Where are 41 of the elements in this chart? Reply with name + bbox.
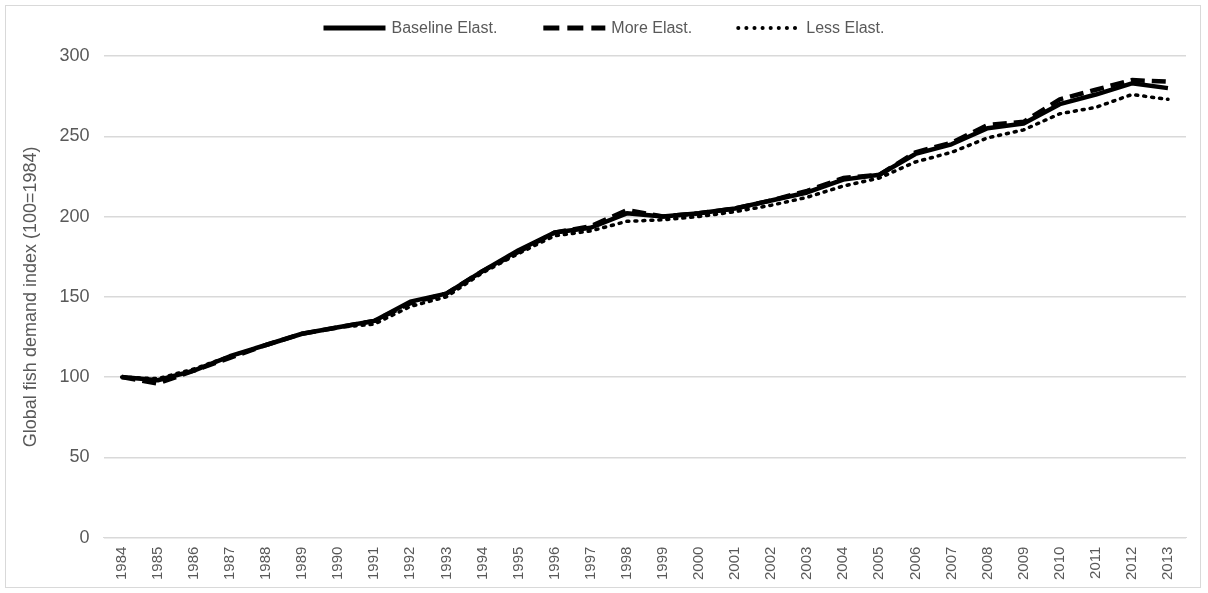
y-tick-label: 100 bbox=[59, 366, 90, 387]
x-tick-label: 2011 bbox=[1085, 546, 1103, 579]
x-tick-label: 2001 bbox=[725, 546, 743, 581]
y-tick-label: 50 bbox=[69, 446, 90, 467]
x-tick-label: 2002 bbox=[761, 546, 779, 581]
x-tick-label: 2012 bbox=[1122, 546, 1140, 581]
x-tick-label: 1999 bbox=[653, 546, 670, 581]
x-tick-label: 1984 bbox=[111, 546, 129, 581]
x-tick-label: 1994 bbox=[472, 546, 490, 581]
x-tick-label: 2013 bbox=[1158, 546, 1176, 581]
y-tick-label: 300 bbox=[59, 44, 90, 65]
legend-label: More Elast. bbox=[611, 19, 693, 37]
x-tick-label: 2010 bbox=[1049, 546, 1067, 581]
x-tick-label: 1993 bbox=[436, 546, 454, 581]
x-tick-label: 1992 bbox=[400, 546, 418, 581]
x-tick-label: 1986 bbox=[183, 546, 201, 581]
y-tick-label: 200 bbox=[59, 205, 90, 226]
x-tick-label: 2004 bbox=[833, 546, 851, 581]
x-tick-label: 2008 bbox=[977, 546, 995, 581]
x-tick-label: 2009 bbox=[1013, 546, 1031, 581]
x-tick-label: 1988 bbox=[256, 546, 274, 581]
y-axis-title: Global fish demand index (100=1984) bbox=[19, 146, 40, 448]
x-tick-label: 1995 bbox=[508, 546, 526, 581]
x-tick-label: 1985 bbox=[147, 546, 165, 581]
x-tick-label: 2003 bbox=[797, 546, 815, 581]
x-tick-label: 1990 bbox=[328, 546, 346, 581]
x-tick-label: 1991 bbox=[364, 546, 382, 581]
legend-label: Baseline Elast. bbox=[391, 19, 498, 37]
x-tick-label: 2000 bbox=[689, 546, 707, 581]
y-tick-label: 250 bbox=[59, 125, 90, 146]
y-tick-label: 0 bbox=[79, 526, 90, 547]
x-tick-label: 1998 bbox=[616, 546, 634, 581]
x-tick-label: 2007 bbox=[941, 546, 959, 581]
x-tick-label: 2005 bbox=[869, 546, 887, 581]
x-tick-label: 2006 bbox=[905, 546, 923, 581]
legend-label: Less Elast. bbox=[806, 19, 885, 37]
x-tick-label: 1989 bbox=[292, 546, 310, 581]
x-tick-label: 1997 bbox=[580, 546, 598, 581]
y-tick-label: 150 bbox=[59, 285, 90, 306]
x-tick-label: 1996 bbox=[544, 546, 562, 581]
x-tick-label: 1987 bbox=[220, 546, 238, 581]
